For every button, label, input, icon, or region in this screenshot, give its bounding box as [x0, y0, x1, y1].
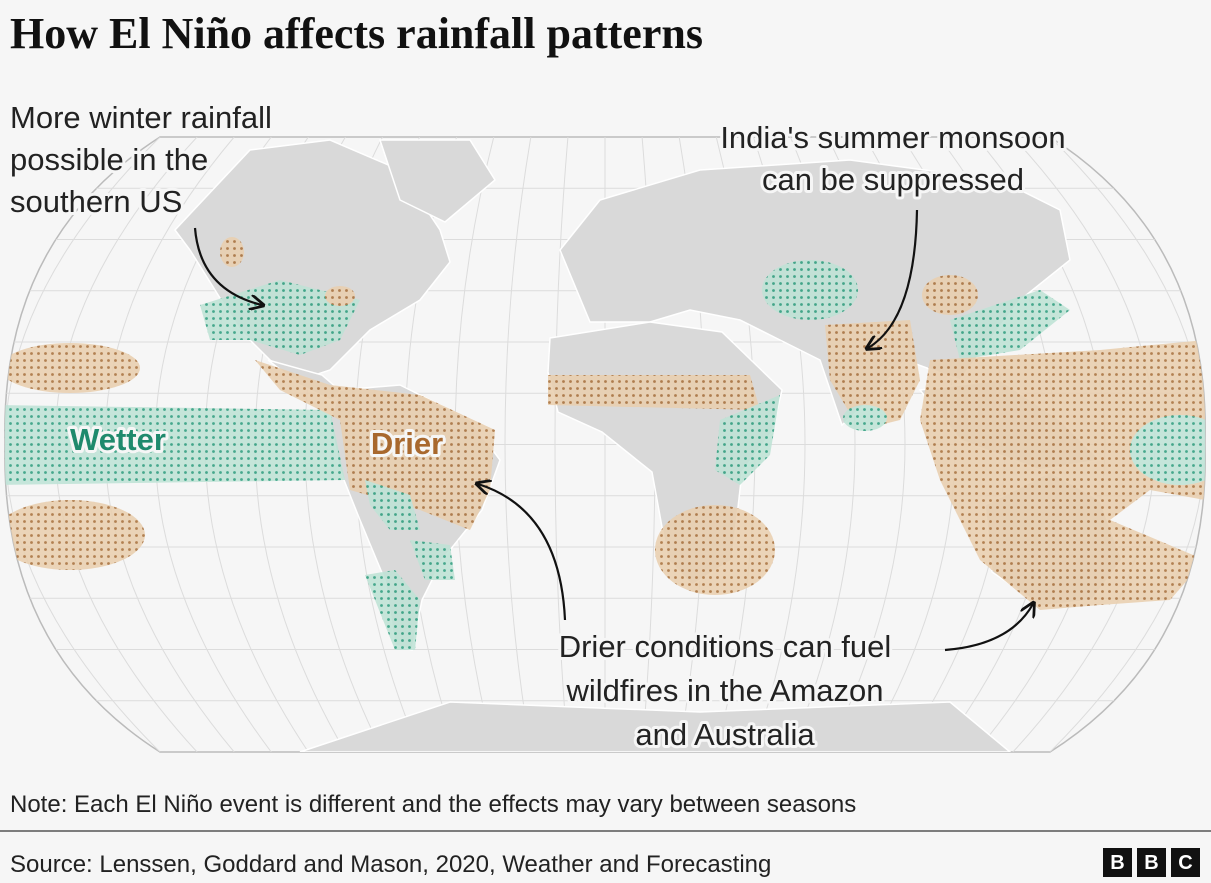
annotation-line: Drier conditions can fuel — [559, 629, 892, 664]
annotation-line: India's summer monsoon — [720, 120, 1065, 155]
logo-letter: C — [1178, 852, 1192, 874]
meridian — [504, 137, 532, 752]
arrow — [193, 227, 262, 305]
annotation-line: More winter rainfall — [10, 100, 272, 135]
annotation-line: southern US — [10, 184, 182, 219]
logo-box — [1137, 848, 1166, 877]
note: Note: Each El Niño event is different an… — [10, 791, 856, 818]
wetter-label: Wetter — [70, 422, 166, 457]
source: Source: Lenssen, Goddard and Mason, 2020… — [10, 851, 771, 878]
annotation-line: and Australia — [635, 717, 815, 752]
meridian — [554, 137, 569, 752]
arrow — [944, 604, 1033, 652]
annotation-line: wildfires in the Amazon — [565, 673, 883, 708]
logo-letter: B — [1110, 852, 1124, 874]
logo-box — [1103, 848, 1132, 877]
map: Wetter Drier — [4, 136, 1206, 753]
drier-label: Drier — [371, 426, 443, 461]
annotation-line: possible in the — [10, 142, 208, 177]
annotations: More winter rainfall possible in the sou… — [7, 97, 1069, 755]
arrow — [478, 484, 567, 621]
logo-letter: B — [1144, 852, 1158, 874]
impact-regions — [4, 237, 1206, 650]
arrow — [868, 209, 919, 348]
title: How El Niño affects rainfall patterns — [10, 9, 703, 58]
logo-box — [1171, 848, 1200, 877]
annotation-line: can be suppressed — [762, 162, 1024, 197]
